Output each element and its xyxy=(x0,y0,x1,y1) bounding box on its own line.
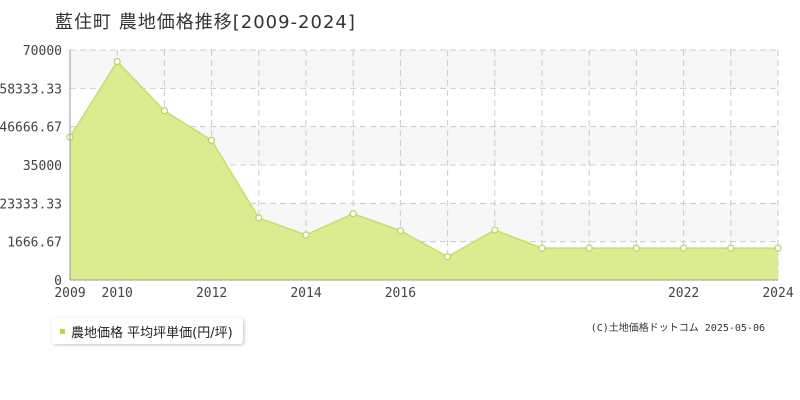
x-tick-label: 2022 xyxy=(668,286,699,301)
data-point xyxy=(585,244,593,252)
legend-marker xyxy=(60,328,65,334)
data-point xyxy=(538,244,546,252)
data-point xyxy=(349,210,357,218)
y-tick-label: 58333.33 xyxy=(0,82,62,97)
y-tick-label: 23333.33 xyxy=(0,197,62,212)
y-tick-label: 1666.67 xyxy=(7,236,62,251)
y-tick-label: 70000 xyxy=(23,44,62,59)
series-line xyxy=(69,60,778,258)
x-tick-label: 2016 xyxy=(385,286,416,301)
data-point xyxy=(208,136,216,144)
x-tick-label: 2024 xyxy=(762,286,793,301)
legend-label: 農地価格 平均坪単価(円/坪) xyxy=(71,325,233,341)
data-point xyxy=(444,253,452,261)
x-tick-label: 2014 xyxy=(290,286,321,301)
series-area xyxy=(70,61,778,280)
data-point xyxy=(255,214,263,222)
data-point xyxy=(113,57,121,66)
data-point xyxy=(396,227,404,235)
x-tick-label: 2012 xyxy=(196,286,227,301)
data-point xyxy=(679,244,688,252)
x-tick-label: 2010 xyxy=(102,286,133,301)
data-point xyxy=(302,231,310,239)
data-point xyxy=(160,107,168,115)
grid-band xyxy=(70,50,778,89)
chart-title: 藍住町 農地価格推移[2009-2024] xyxy=(55,12,356,33)
data-point xyxy=(491,226,499,234)
copyright-credit: (C)土地価格ドットコム 2025-05-06 xyxy=(590,323,765,334)
data-point xyxy=(632,244,641,252)
y-tick-label: 35000 xyxy=(23,159,62,174)
y-tick-label: 46666.67 xyxy=(0,121,62,136)
data-point xyxy=(727,244,735,252)
legend[interactable]: 農地価格 平均坪単価(円/坪) xyxy=(52,318,243,344)
x-tick-label: 2009 xyxy=(54,286,85,301)
data-point xyxy=(774,244,782,252)
y-tick-label: 0 xyxy=(54,274,62,289)
